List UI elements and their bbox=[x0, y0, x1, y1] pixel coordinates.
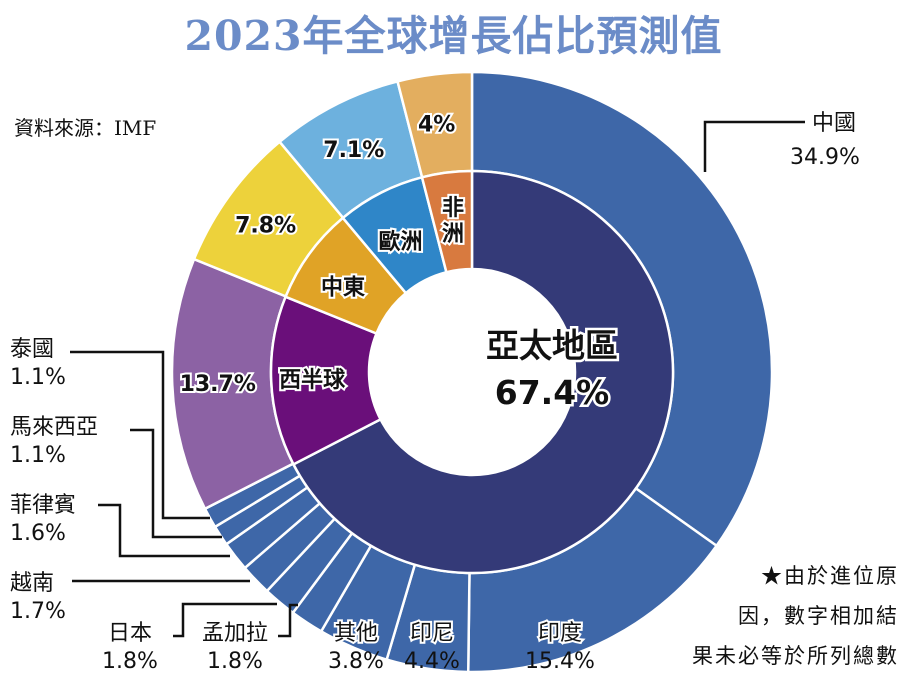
outer-slice-value: 7.1% bbox=[323, 138, 384, 163]
inner-slice bbox=[291, 169, 675, 575]
chart-title: 2023年全球增長佔比預測值 bbox=[184, 12, 723, 60]
center-region-value: 67.4% bbox=[495, 373, 610, 412]
outer-slice-value: 4% bbox=[418, 112, 455, 137]
country-name-label: 越南 bbox=[10, 571, 54, 596]
country-value-label: 4.4% bbox=[404, 649, 460, 674]
country-value-label: 1.6% bbox=[10, 521, 66, 546]
country-value-label: 1.7% bbox=[10, 599, 66, 624]
inner-slice-label: 非 bbox=[442, 196, 464, 221]
inner-ring bbox=[269, 169, 675, 575]
leader-line bbox=[703, 120, 805, 172]
inner-slice-label: 西半球 bbox=[279, 368, 346, 393]
country-name-label: 孟加拉 bbox=[202, 621, 268, 646]
country-name-label: 馬來西亞 bbox=[10, 415, 98, 440]
country-value-label: 1.8% bbox=[207, 649, 263, 674]
inner-slice-label: 中東 bbox=[321, 276, 365, 301]
country-value-label: 15.4% bbox=[525, 649, 595, 674]
leader-line bbox=[173, 602, 277, 638]
rounding-footnote: ★由於進位原 因，數字相加結 果未必等於所列總數 bbox=[619, 556, 899, 676]
country-name-label: 印尼 bbox=[410, 621, 454, 646]
outer-ring bbox=[170, 70, 774, 674]
leader-line bbox=[278, 603, 298, 638]
country-name-label: 中國 bbox=[812, 111, 856, 136]
outer-slice-value: 7.8% bbox=[235, 213, 296, 238]
country-value-label: 34.9% bbox=[790, 145, 860, 170]
leader-lines bbox=[70, 120, 805, 638]
leader-line bbox=[70, 350, 210, 520]
footnote-line: 因，數字相加結 bbox=[738, 604, 899, 628]
center-region-label: 亞太地區 bbox=[486, 326, 618, 365]
inner-slice-label: 洲 bbox=[442, 222, 464, 247]
country-name-label: 印度 bbox=[538, 621, 582, 646]
country-name-label: 泰國 bbox=[10, 337, 54, 362]
country-value-label: 1.1% bbox=[10, 443, 66, 468]
inner-slice bbox=[420, 169, 474, 274]
leader-line bbox=[98, 503, 230, 558]
country-value-label: 1.1% bbox=[10, 365, 66, 390]
inner-slice-label: 歐洲 bbox=[379, 229, 423, 255]
footnote-line: ★由於進位原 bbox=[761, 564, 899, 588]
country-name-label: 其他 bbox=[334, 621, 378, 646]
outer-slice-value: 13.7% bbox=[180, 372, 256, 397]
country-name-label: 菲律賓 bbox=[10, 493, 76, 518]
country-value-label: 1.8% bbox=[102, 649, 158, 674]
country-value-label: 3.8% bbox=[328, 649, 384, 674]
country-name-label: 日本 bbox=[108, 621, 152, 646]
footnote-line: 果未必等於所列總數 bbox=[692, 644, 899, 668]
source-note: 資料來源：IMF bbox=[14, 116, 157, 140]
leader-line bbox=[130, 428, 222, 539]
